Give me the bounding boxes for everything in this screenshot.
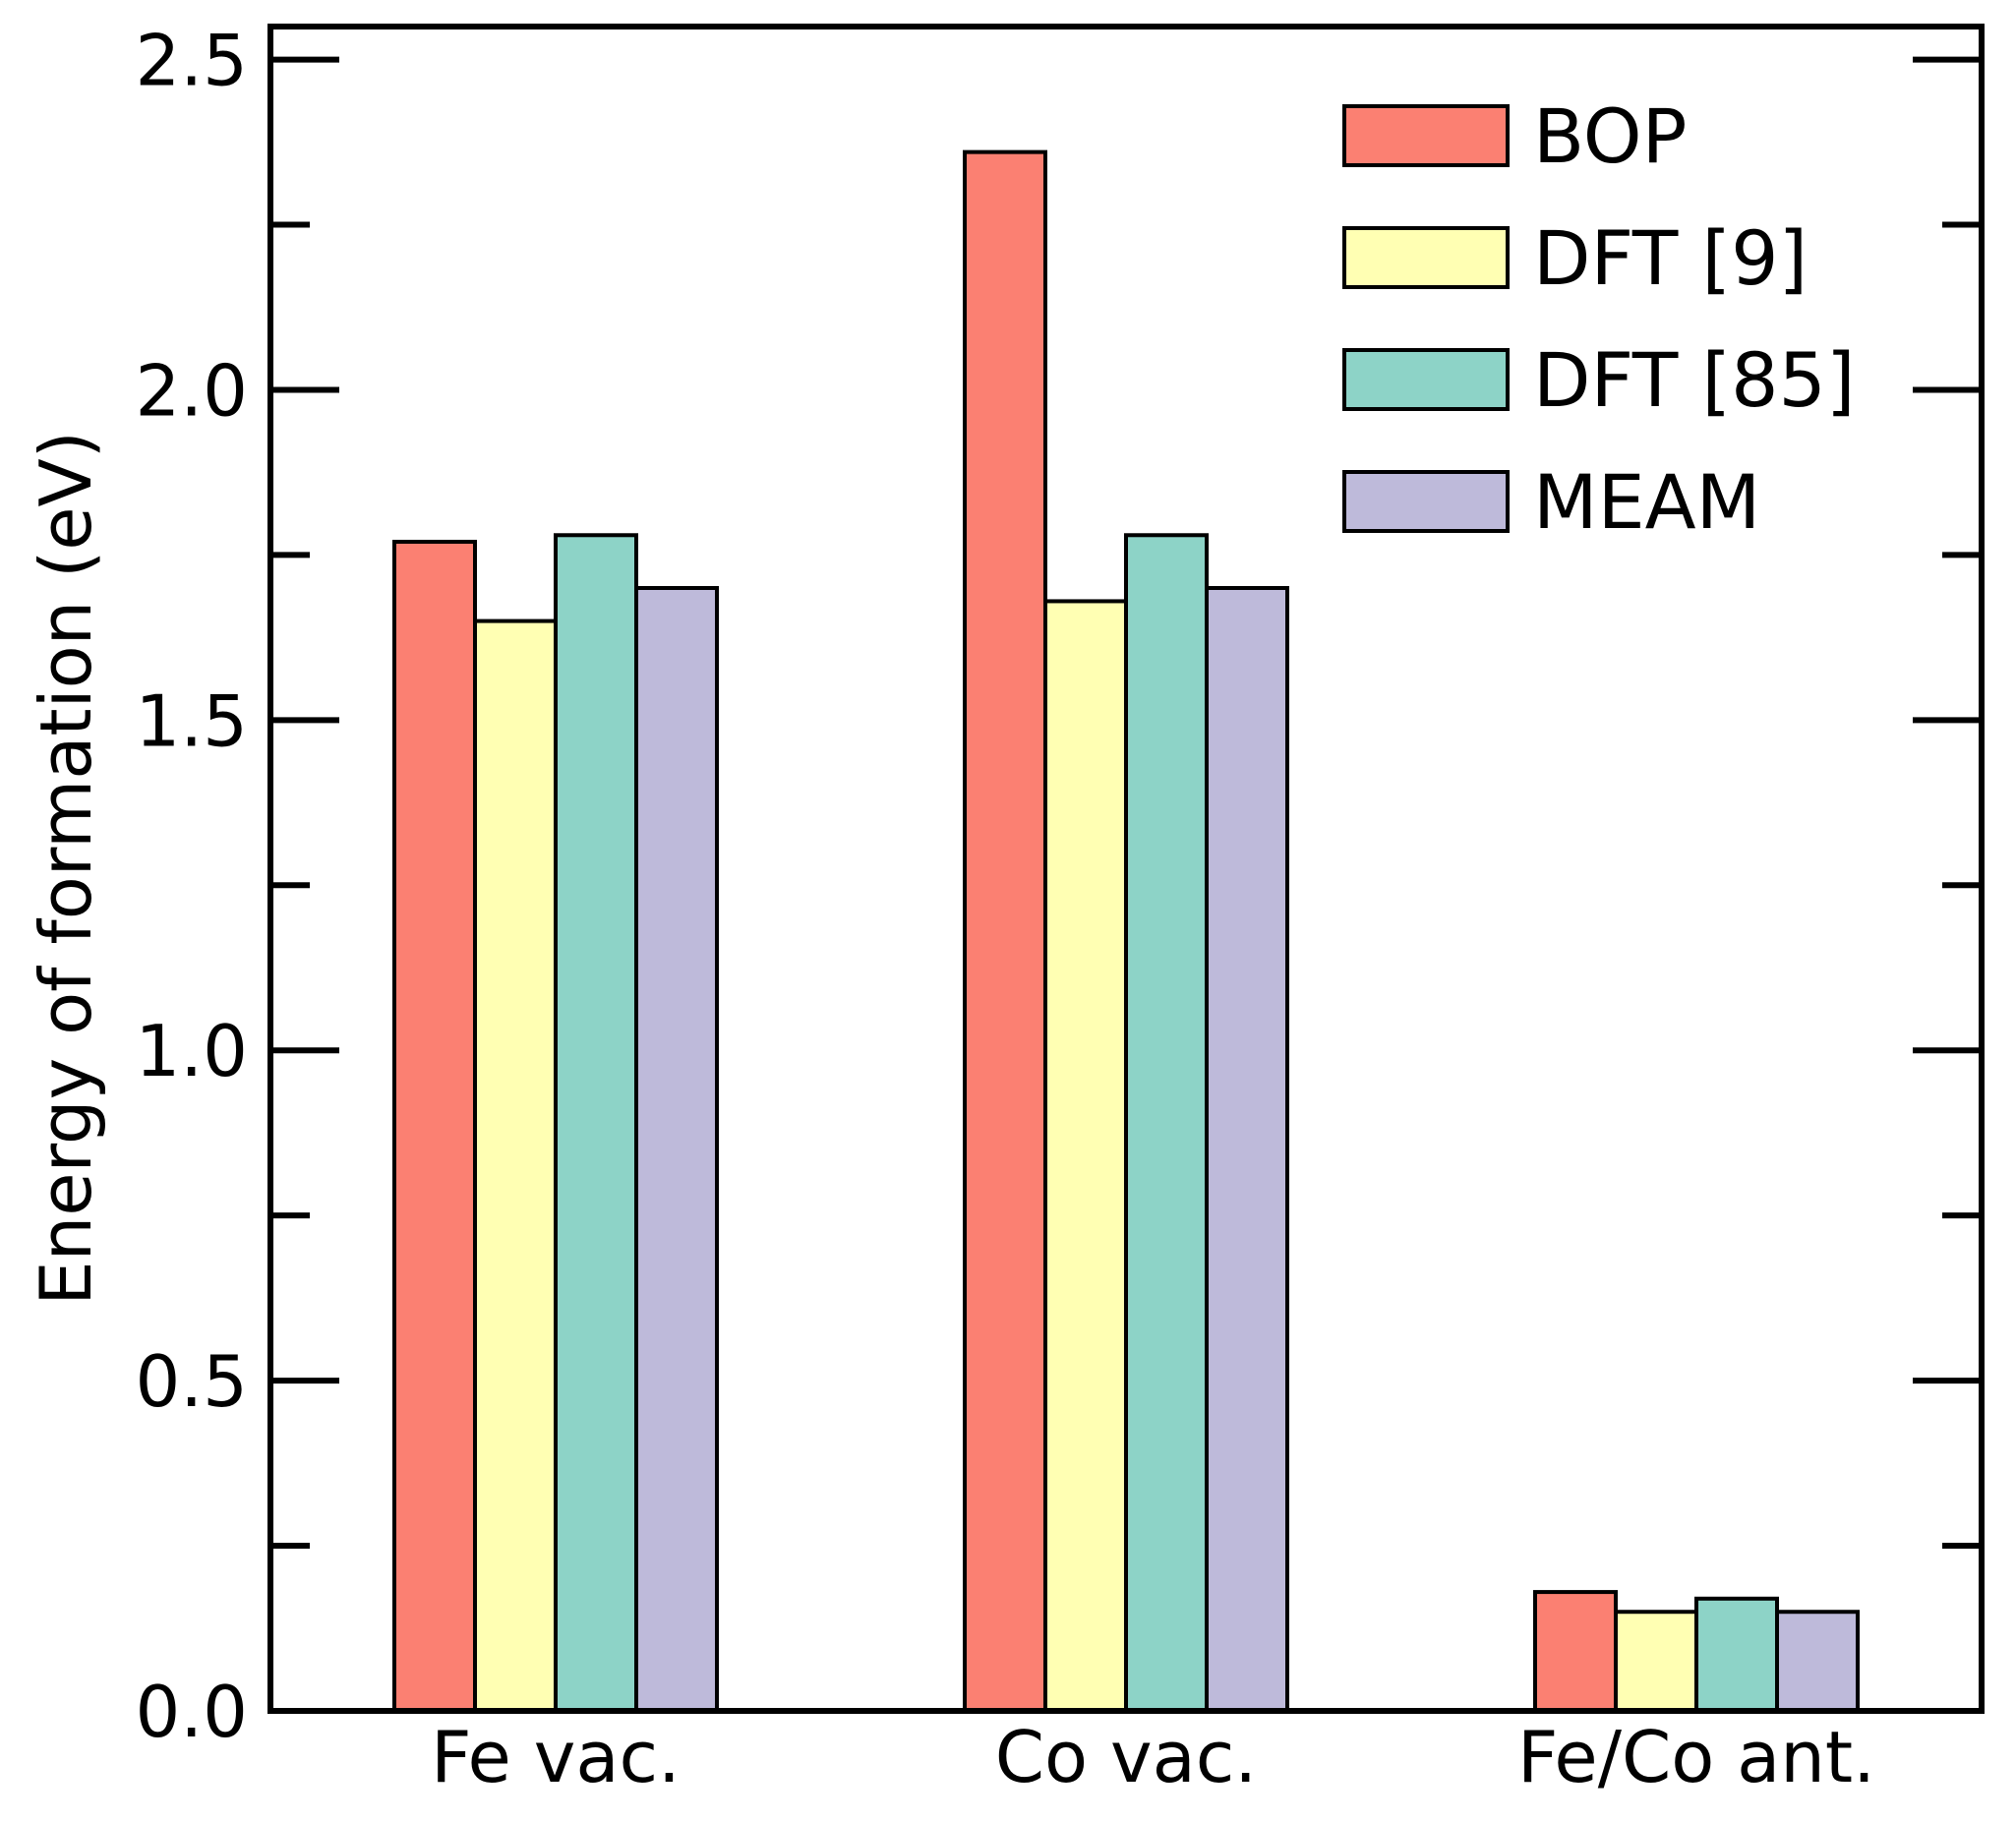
legend: BOP DFT [9] DFT [85] MEAM — [1342, 92, 1856, 546]
x-tick-label: Fe vac. — [431, 1716, 681, 1798]
bars-layer — [392, 149, 1860, 1714]
y-tick-label: 1.5 — [135, 679, 248, 762]
y-tick-label: 0.0 — [135, 1671, 248, 1753]
x-tick-labels: Fe vac. Co vac. Fe/Co ant. — [431, 1716, 1875, 1798]
bar-dft-9-cat-2 — [1614, 1610, 1698, 1714]
bar-dft-85-cat-2 — [1694, 1596, 1779, 1714]
y-tick-label: 0.5 — [135, 1340, 248, 1423]
legend-label: BOP — [1533, 92, 1687, 180]
bar-dft-9-cat-1 — [1043, 599, 1128, 1713]
bar-meam-cat-2 — [1775, 1610, 1860, 1714]
legend-label: MEAM — [1533, 458, 1760, 546]
y-tick-label: 2.5 — [135, 20, 248, 102]
bar-dft-85-cat-0 — [554, 533, 638, 1714]
bar-bop-cat-1 — [963, 149, 1047, 1714]
legend-swatch — [1342, 226, 1510, 289]
x-tick-label: Fe/Co ant. — [1517, 1716, 1875, 1798]
plot-frame — [267, 24, 1985, 1714]
x-tick-label: Co vac. — [995, 1716, 1257, 1798]
bar-bop-cat-0 — [392, 539, 477, 1713]
legend-swatch — [1342, 470, 1510, 533]
bar-bop-cat-2 — [1533, 1590, 1618, 1714]
legend-swatch — [1342, 348, 1510, 411]
legend-label: DFT [85] — [1533, 336, 1856, 424]
legend-swatch — [1342, 104, 1510, 167]
y-tick-label: 2.0 — [135, 349, 248, 432]
legend-label: DFT [9] — [1533, 214, 1808, 302]
bar-dft-9-cat-0 — [473, 618, 558, 1713]
y-tick-labels: 0.0 0.5 1.0 1.5 2.0 2.5 — [135, 20, 248, 1753]
bar-meam-cat-1 — [1205, 586, 1289, 1713]
bar-meam-cat-0 — [634, 586, 719, 1713]
y-axis-label: Energy of formation (eV) — [25, 431, 107, 1306]
bar-dft-85-cat-1 — [1124, 533, 1209, 1714]
ticks-layer — [270, 56, 1982, 1714]
y-tick-label: 1.0 — [135, 1010, 248, 1092]
